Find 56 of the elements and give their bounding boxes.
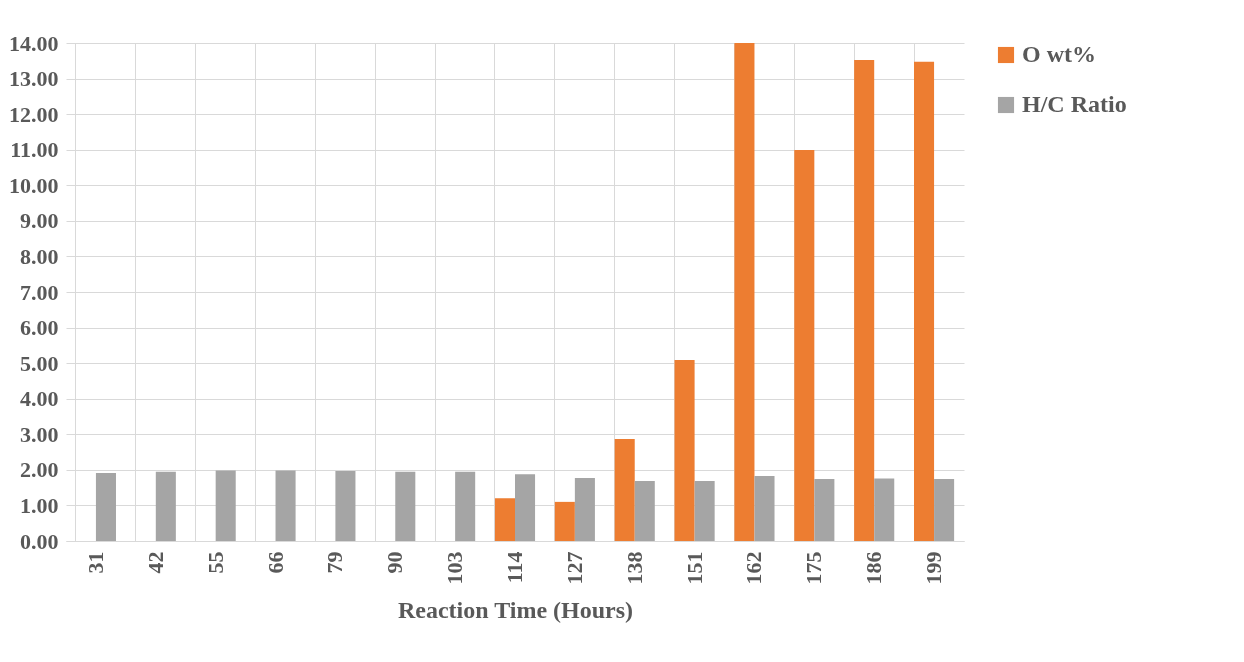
y-tick-label: 7.00 xyxy=(20,279,59,305)
bar xyxy=(794,150,815,541)
bar xyxy=(95,473,116,541)
y-tick-label: 8.00 xyxy=(20,243,59,269)
bar xyxy=(914,61,935,541)
x-tick-label: 42 xyxy=(142,551,168,574)
x-tick-label: 55 xyxy=(202,551,228,574)
x-tick-label: 103 xyxy=(442,551,468,585)
y-tick-label: 12.00 xyxy=(9,101,59,127)
bar xyxy=(335,470,356,541)
legend-label: H/C Ratio xyxy=(1022,91,1127,117)
x-tick-label: 162 xyxy=(741,551,767,585)
y-tick-label: 9.00 xyxy=(20,208,59,234)
x-tick-label: 199 xyxy=(921,551,947,585)
x-tick-label: 79 xyxy=(322,551,348,574)
x-tick-label: 114 xyxy=(502,551,527,584)
y-tick-label: 0.00 xyxy=(20,528,59,554)
bar xyxy=(395,471,416,541)
bar xyxy=(734,43,755,541)
y-tick-label: 10.00 xyxy=(9,172,59,198)
y-tick-label: 14.00 xyxy=(9,30,59,56)
bar xyxy=(494,498,515,541)
y-tick-label: 6.00 xyxy=(20,315,59,341)
bar xyxy=(934,479,955,541)
x-tick-label: 90 xyxy=(382,551,408,574)
bar xyxy=(674,359,695,541)
bar xyxy=(634,480,655,541)
legend-label: O wt% xyxy=(1022,41,1096,67)
bar xyxy=(215,470,236,541)
y-tick-label: 13.00 xyxy=(9,66,59,92)
x-tick-label: 175 xyxy=(801,551,827,585)
bar xyxy=(854,60,875,541)
bar xyxy=(515,474,536,541)
x-tick-label: 151 xyxy=(681,551,707,585)
bar xyxy=(155,471,176,541)
y-tick-label: 4.00 xyxy=(20,386,59,412)
bar xyxy=(814,479,835,541)
y-tick-label: 2.00 xyxy=(20,457,59,483)
x-axis-title: Reaction Time (Hours) xyxy=(397,596,634,623)
x-tick-label: 186 xyxy=(861,551,887,585)
x-tick-label: 66 xyxy=(262,551,288,574)
x-tick-label: 127 xyxy=(561,551,587,585)
y-tick-label: 3.00 xyxy=(20,421,59,447)
y-tick-label: 1.00 xyxy=(20,492,59,518)
x-tick-label: 31 xyxy=(82,551,108,574)
bar xyxy=(874,478,895,541)
bar xyxy=(455,471,476,541)
bar xyxy=(754,475,775,541)
y-tick-label: 5.00 xyxy=(20,350,59,376)
x-tick-label: 138 xyxy=(621,551,647,585)
bar xyxy=(275,470,296,541)
bar xyxy=(694,480,715,541)
bar xyxy=(554,501,575,541)
y-tick-label: 11.00 xyxy=(10,137,59,163)
bar xyxy=(614,438,635,541)
bar xyxy=(574,478,595,541)
